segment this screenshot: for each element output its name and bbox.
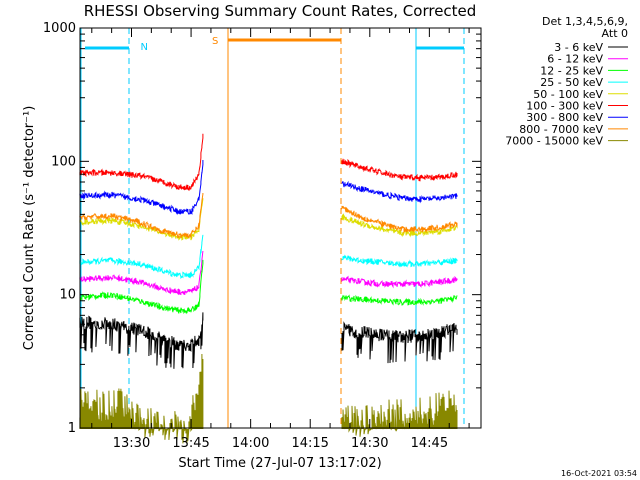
y-tick-label: 1000 xyxy=(43,21,76,36)
series-trace xyxy=(341,158,458,182)
legend-entry: 6 - 12 keV xyxy=(547,53,603,66)
x-tick-label: 14:45 xyxy=(411,436,448,451)
legend-entry: 12 - 25 keV xyxy=(540,64,603,77)
x-tick-label: 13:30 xyxy=(113,436,150,451)
series-trace xyxy=(79,312,204,369)
y-tick-label: 100 xyxy=(51,154,76,169)
series-trace xyxy=(79,193,204,239)
x-axis-label: Start Time (27-Jul-07 13:17:02) xyxy=(178,456,381,471)
x-tick-label: 14:30 xyxy=(351,436,388,451)
series-trace xyxy=(79,133,204,192)
series-trace xyxy=(79,160,204,216)
legend-entry: 50 - 100 keV xyxy=(533,88,603,101)
series-trace xyxy=(341,205,458,234)
x-tick-label: 13:45 xyxy=(172,436,209,451)
legend-entry: 3 - 6 keV xyxy=(554,41,603,54)
series-trace xyxy=(341,275,458,289)
series-trace xyxy=(341,180,458,204)
y-axis-label: Corrected Count Rate (s⁻¹ detector⁻¹) xyxy=(22,106,37,351)
plot-frame xyxy=(79,27,482,429)
saa-marker-label: S xyxy=(212,36,218,47)
series-trace xyxy=(79,251,204,296)
y-tick-label: 1 xyxy=(68,421,76,436)
series-trace xyxy=(341,321,458,364)
x-tick-label: 14:00 xyxy=(232,436,269,451)
x-tick-label: 14:15 xyxy=(291,436,328,451)
legend-entry: 25 - 50 keV xyxy=(540,76,603,89)
chart-title: RHESSI Observing Summary Count Rates, Co… xyxy=(84,2,477,20)
series-trace xyxy=(79,234,204,280)
series-trace xyxy=(341,213,458,238)
series-trace xyxy=(79,259,204,315)
legend-entry: 800 - 7000 keV xyxy=(519,123,603,136)
series-trace xyxy=(341,254,458,268)
y-tick-label: 10 xyxy=(59,288,76,303)
series-trace xyxy=(341,294,458,306)
legend-header: Att 0 xyxy=(602,27,628,40)
series-trace xyxy=(79,353,204,444)
plot-area: N S 1 10 100 1000 13:30 13:45 14:00 14:15 14:30 14:… xyxy=(43,21,482,451)
legend-entry: 100 - 300 keV xyxy=(526,100,603,113)
series-trace xyxy=(79,198,204,241)
legend-header: Det 1,3,4,5,6,9, xyxy=(542,15,628,28)
series-trace xyxy=(341,390,458,437)
legend-entry: 7000 - 15000 keV xyxy=(505,135,603,148)
legend-entry: 300 - 800 keV xyxy=(526,111,603,124)
night-marker-label: N xyxy=(140,42,147,53)
timestamp: 16-Oct-2021 03:54 xyxy=(561,469,637,478)
